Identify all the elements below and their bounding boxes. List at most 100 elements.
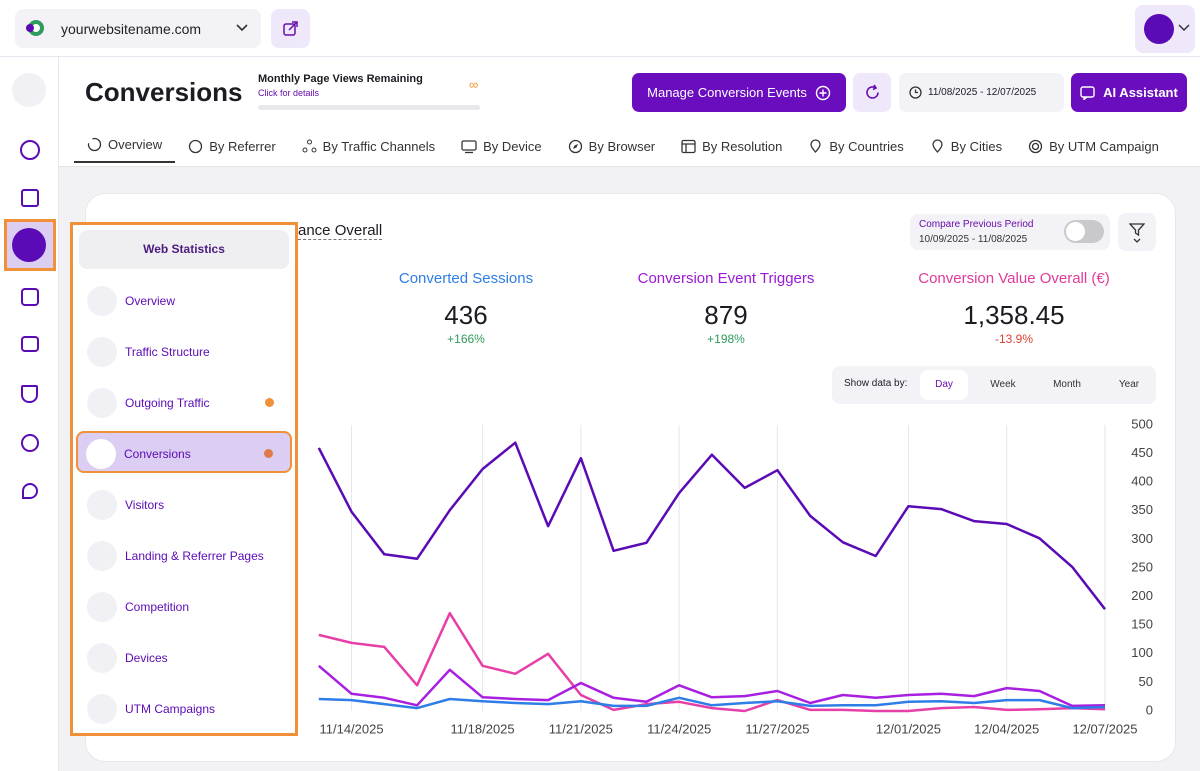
menu-item-icon (87, 541, 117, 571)
quota-title: Monthly Page Views Remaining (258, 73, 423, 85)
menu-item[interactable]: Traffic Structure (79, 331, 289, 373)
quota-value: ∞ (469, 77, 479, 92)
show-data-by: Show data by: Day Week Month Year (832, 366, 1156, 404)
notification-dot (264, 449, 273, 458)
menu-item-icon (86, 439, 116, 469)
show-by-option[interactable]: Week (990, 379, 1016, 390)
compare-range: 10/09/2025 - 11/08/2025 (919, 234, 1028, 245)
sidebar-icon[interactable] (21, 385, 38, 403)
collapse-button[interactable] (12, 73, 46, 107)
tab[interactable]: By Cities (917, 133, 1015, 159)
menu-item-icon (87, 388, 117, 418)
card-title: ance Overall (298, 222, 383, 240)
menu-item[interactable]: Competition (79, 586, 289, 628)
menu-item[interactable]: UTM Campaigns (79, 688, 289, 730)
tab-icon (681, 139, 696, 153)
tab-label: By Browser (588, 138, 656, 154)
tab[interactable]: By Resolution (668, 133, 795, 159)
tab-icon (302, 139, 317, 152)
menu-item[interactable]: Outgoing Traffic (79, 382, 289, 424)
tab[interactable]: By Referrer (175, 133, 288, 159)
tab[interactable]: By UTM Campaign (1015, 133, 1172, 159)
tab-label: By Device (483, 138, 542, 154)
site-selector[interactable]: yourwebsitename.com (15, 9, 261, 48)
y-tick-label: 150 (1131, 617, 1153, 632)
refresh-button[interactable] (853, 73, 891, 112)
x-tick-label: 12/04/2025 (974, 721, 1039, 736)
sidebar-icon[interactable] (21, 189, 39, 207)
show-by-option[interactable]: Year (1118, 379, 1140, 390)
chat-icon (1080, 85, 1095, 100)
menu-item[interactable]: Visitors (79, 484, 289, 526)
tab[interactable]: By Browser (555, 133, 668, 159)
x-tick-label: 12/01/2025 (876, 721, 941, 736)
tab-label: By Cities (950, 138, 1003, 154)
y-tick-label: 200 (1131, 588, 1153, 603)
tab[interactable]: By Device (448, 133, 555, 159)
show-by-option[interactable]: Day (920, 370, 968, 400)
menu-item-icon (87, 694, 117, 724)
chevron (236, 24, 248, 32)
filter-button[interactable] (1118, 213, 1156, 251)
ai-assistant-button[interactable]: AI Assistant (1071, 73, 1187, 112)
sidebar-icon[interactable] (21, 434, 39, 452)
sidebar-icon[interactable] (21, 336, 39, 352)
tab[interactable]: By Countries (795, 133, 916, 159)
tab-label: By Resolution (702, 138, 783, 154)
x-tick-label: 11/14/2025 (319, 721, 383, 736)
tab-icon (568, 139, 582, 153)
show-by-option[interactable]: Month (1053, 379, 1081, 390)
tab[interactable]: Overview (74, 133, 176, 163)
chevron (1178, 24, 1190, 32)
sidebar-icon-active[interactable] (12, 228, 46, 262)
y-tick-label: 100 (1131, 645, 1153, 660)
menu-item-label: Devices (125, 651, 168, 665)
tab-label: By UTM Campaign (1049, 138, 1159, 154)
sidebar-icon[interactable] (22, 483, 38, 499)
external-icon (283, 21, 298, 36)
account-menu[interactable] (1135, 5, 1195, 53)
series-line (318, 611, 1106, 713)
tab-label: Overview (108, 137, 163, 152)
tab-icon (189, 139, 203, 153)
y-tick-label: 450 (1131, 445, 1153, 460)
quota-link[interactable]: Click for details (258, 88, 320, 98)
compare-label: Compare Previous Period (919, 219, 1034, 230)
menu-item-icon (87, 490, 117, 520)
menu-item-icon (87, 286, 117, 316)
series-line (317, 664, 1106, 708)
menu-item[interactable]: Overview (79, 280, 289, 322)
tab-divider (59, 166, 1200, 167)
tab[interactable]: By Traffic Channels (289, 133, 448, 159)
y-tick-label: 300 (1131, 531, 1153, 546)
menu-item-label: UTM Campaigns (125, 702, 216, 716)
date-range-picker[interactable]: 11/08/2025 - 12/07/2025 (899, 73, 1064, 112)
menu-title: Web Statistics (79, 230, 289, 269)
external-link-button[interactable] (271, 9, 310, 48)
web-statistics-menu: Web Statistics Overview Traffic Structure… (70, 222, 298, 736)
compare-toggle[interactable] (1064, 220, 1104, 243)
sidebar-highlight-frame (4, 219, 56, 271)
sidebar-icon[interactable] (20, 140, 40, 160)
tab-icon (932, 138, 943, 153)
menu-item-icon (87, 643, 117, 673)
menu-item[interactable]: Landing & Referrer Pages (79, 535, 289, 577)
y-tick-label: 50 (1139, 674, 1153, 689)
tab-label: By Referrer (209, 138, 276, 154)
metric-label: Conversion Value Overall (€) (918, 270, 1110, 287)
show-by-label: Show data by: (844, 378, 908, 389)
tab-icon (810, 138, 822, 153)
sidebar-icon[interactable] (21, 288, 39, 306)
x-tick-label: 11/27/2025 (745, 721, 809, 736)
manage-events-button[interactable]: Manage Conversion Events (632, 73, 846, 112)
menu-item-icon (87, 337, 117, 367)
menu-item[interactable]: Conversions (76, 431, 292, 473)
y-tick-label: 0 (1146, 702, 1153, 717)
metric-change: -13.9% (994, 332, 1034, 346)
x-tick-label: 12/07/2025 (1072, 721, 1137, 736)
menu-item[interactable]: Devices (79, 637, 289, 679)
menu-item-label: Outgoing Traffic (125, 396, 210, 410)
notification-dot (265, 398, 274, 407)
tab-label: By Traffic Channels (322, 138, 436, 154)
